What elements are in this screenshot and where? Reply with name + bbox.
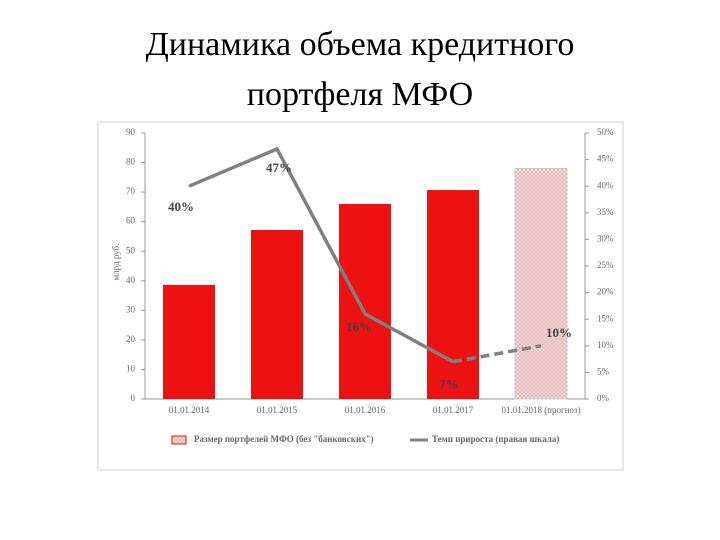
x-tick-label: 01.01.2018 (прогноз): [501, 405, 580, 415]
y-tick-label: 80: [126, 157, 136, 167]
bar: [339, 203, 391, 399]
bar: [163, 284, 215, 399]
y2-tick-label: 15%: [597, 313, 614, 323]
y-tick-label: 0: [131, 393, 136, 403]
slide-title: Динамика объема кредитного: [146, 26, 575, 63]
x-tick-label: 01.01.2015: [257, 405, 298, 415]
y2-tick-label: 35%: [597, 207, 614, 217]
legend-swatch: [171, 435, 187, 445]
bar: [251, 229, 303, 399]
y-tick-label: 20: [126, 334, 136, 344]
value-label: 47%: [266, 160, 292, 175]
y-tick-label: 10: [126, 364, 136, 374]
y-tick-label: 90: [126, 127, 136, 137]
y2-tick-label: 10%: [597, 340, 614, 350]
x-tick-label: 01.01.2014: [169, 405, 210, 415]
legend-label: Темп прироста (правая шкала): [432, 434, 559, 444]
y2-tick-label: 20%: [597, 287, 614, 297]
y-tick-label: 30: [126, 304, 136, 314]
y2-tick-label: 25%: [597, 260, 614, 270]
y-tick-label: 60: [126, 216, 136, 226]
value-label: 40%: [168, 199, 194, 214]
slide-title: портфеля МФО: [247, 76, 473, 113]
x-tick-label: 01.01.2017: [433, 405, 474, 415]
y-tick-label: 50: [126, 245, 136, 255]
value-label: 7%: [439, 377, 459, 392]
y2-tick-label: 50%: [597, 127, 614, 137]
y2-tick-label: 30%: [597, 233, 614, 243]
y-tick-label: 40: [126, 275, 136, 285]
bar: [427, 190, 479, 399]
x-tick-label: 01.01.2016: [345, 405, 386, 415]
y2-tick-label: 40%: [597, 180, 614, 190]
line: [452, 344, 542, 364]
y2-tick-label: 45%: [597, 154, 614, 164]
bar: [514, 167, 568, 400]
y2-tick-label: 5%: [597, 366, 610, 376]
y2-tick-label: 0%: [597, 393, 610, 403]
legend-label: Размер портфелей МФО (без "банковских"): [194, 434, 374, 444]
value-label: 10%: [546, 325, 572, 340]
y-tick-label: 70: [126, 186, 136, 196]
value-label: 16%: [346, 319, 372, 334]
y-axis-label: млрд руб.: [111, 244, 121, 281]
line: [188, 146, 454, 364]
